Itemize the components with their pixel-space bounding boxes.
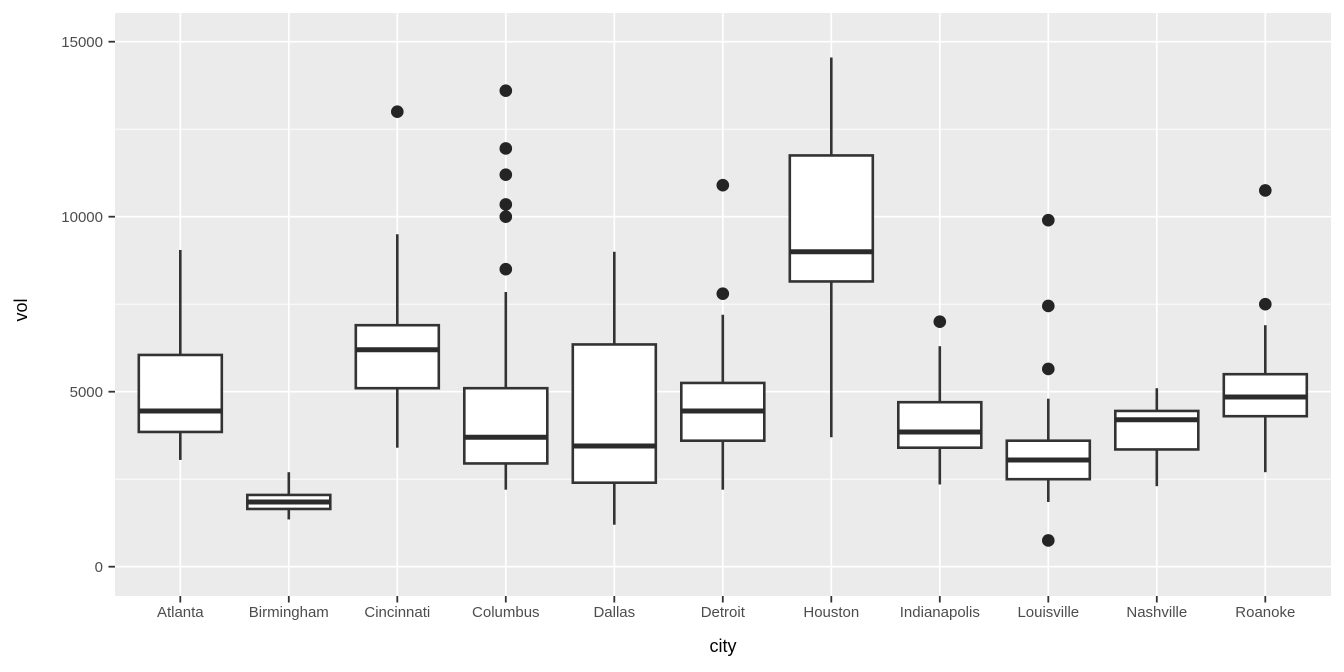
axes: 0 5000 10000 15000 Atlanta Birmingham Cincinna… (61, 34, 1295, 621)
outlier-point (1259, 184, 1272, 197)
x-tick-label: Louisville (1017, 604, 1079, 621)
boxplot-roanoke (1222, 184, 1309, 473)
boxplot-nashville (1114, 388, 1200, 487)
x-tick-label: Dallas (593, 604, 635, 621)
outlier-point (499, 142, 513, 155)
boxplot-cincinnati (354, 105, 441, 448)
iqr-box (354, 323, 441, 390)
y-tick-label: 0 (95, 559, 103, 576)
iqr-box (462, 386, 549, 465)
outlier-point (499, 210, 513, 223)
y-tick-label: 5000 (70, 384, 103, 401)
outlier-point (1042, 299, 1055, 313)
boxplot-columbus (462, 84, 549, 490)
boxplot-atlanta (137, 249, 224, 460)
outlier-point (1042, 213, 1055, 227)
outlier-point (499, 84, 513, 97)
outlier-point (499, 168, 513, 181)
outlier-point (716, 178, 730, 192)
x-tick-label: Columbus (472, 604, 540, 621)
x-tick-label: Detroit (701, 604, 746, 621)
x-tick-label: Indianapolis (900, 604, 980, 621)
outlier-point (933, 315, 947, 329)
iqr-box (1114, 409, 1200, 451)
x-tick-label: Atlanta (157, 604, 204, 621)
y-axis-title: vol (11, 298, 31, 321)
boxplot-louisville (1005, 213, 1092, 547)
boxplot-indianapolis (896, 315, 983, 485)
outlier-point (1259, 297, 1272, 311)
boxplot-detroit (679, 178, 766, 490)
boxplots (137, 57, 1309, 547)
outlier-point (1042, 362, 1055, 376)
x-tick-label: Nashville (1126, 604, 1187, 621)
iqr-box (571, 343, 658, 485)
x-tick-label: Birmingham (249, 604, 329, 621)
x-axis-title: city (710, 636, 737, 656)
y-tick-label: 10000 (61, 209, 103, 226)
iqr-box (137, 353, 224, 434)
x-tick-label: Cincinnati (364, 604, 430, 621)
iqr-box (896, 400, 983, 450)
boxplot-dallas (571, 251, 658, 525)
outlier-point (499, 262, 513, 276)
outlier-point (391, 105, 404, 118)
outlier-point (499, 198, 513, 211)
iqr-box (788, 154, 875, 283)
boxplot-birmingham (246, 472, 332, 520)
outlier-point (1042, 534, 1055, 547)
outlier-point (716, 287, 730, 301)
x-tick-label: Houston (803, 604, 859, 621)
boxplot-houston (788, 57, 875, 438)
y-tick-label: 15000 (61, 34, 103, 51)
x-tick-label: Roanoke (1235, 604, 1295, 621)
